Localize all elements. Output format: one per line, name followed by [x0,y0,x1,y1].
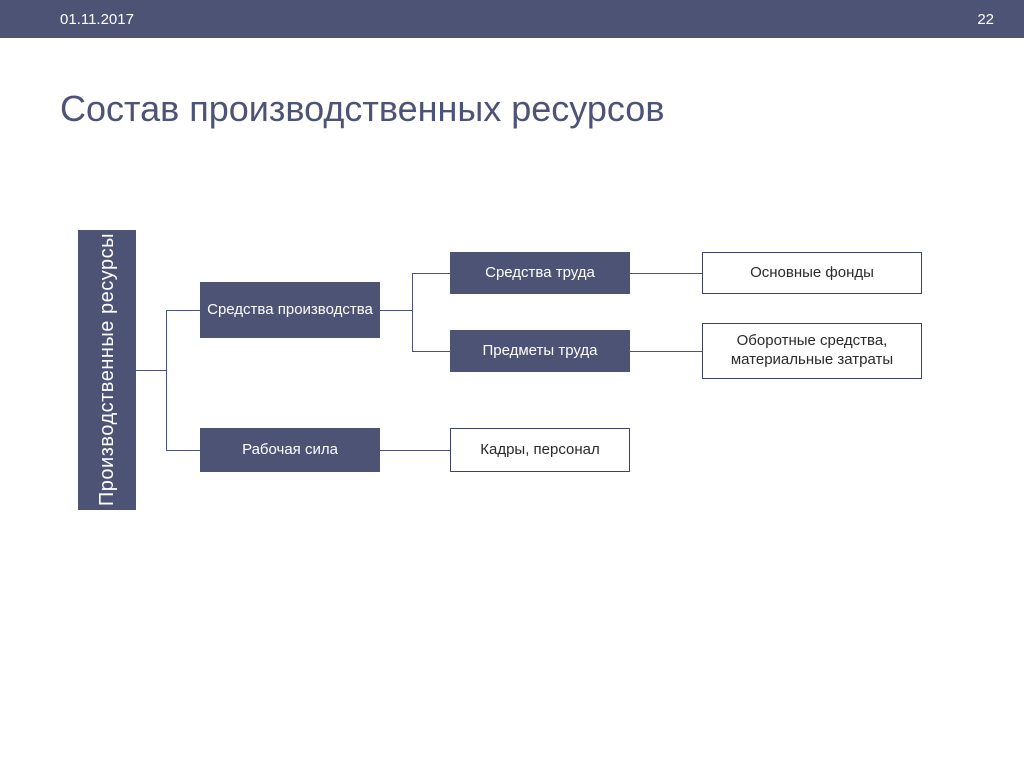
conn [166,450,200,451]
header-date: 01.11.2017 [60,11,134,28]
header-page-number: 22 [977,11,994,28]
node-label: Кадры, персонал [480,441,600,460]
node-labor-force: Рабочая сила [200,428,380,472]
node-root-label: Производственные ресурсы [95,233,120,506]
conn [136,370,166,371]
conn [380,450,450,451]
node-means-labor: Средства труда [450,252,630,294]
node-means-prod: Средства производства [200,282,380,338]
conn [412,273,413,351]
header-bar: 01.11.2017 22 [0,0,1024,38]
conn [166,310,167,450]
node-label: Предметы труда [482,342,597,361]
node-label: Рабочая сила [242,441,338,460]
conn [412,273,450,274]
node-label: Основные фонды [750,264,874,283]
node-personnel: Кадры, персонал [450,428,630,472]
node-label: Средства производства [207,301,373,320]
node-root: Производственные ресурсы [78,230,136,510]
node-fixed-assets: Основные фонды [702,252,922,294]
conn [166,310,200,311]
conn [630,273,702,274]
conn [412,351,450,352]
node-label: Средства труда [485,264,595,283]
conn [380,310,412,311]
node-working-capital: Оборотные средства, материальные затраты [702,323,922,379]
page-title: Состав производственных ресурсов [0,38,1024,130]
node-label: Оборотные средства, материальные затраты [703,332,921,370]
node-objects-labor: Предметы труда [450,330,630,372]
diagram: Производственные ресурсы Средства произв… [0,210,1024,610]
conn [630,351,702,352]
